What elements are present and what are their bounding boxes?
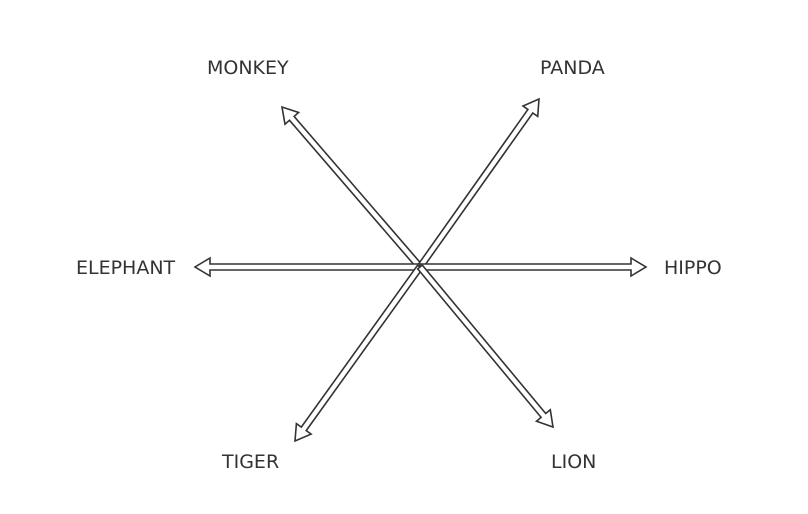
arrow-to-lion xyxy=(416,263,554,429)
label-hippo: HIPPO xyxy=(664,257,722,279)
arrow-to-hippo xyxy=(419,256,648,278)
label-monkey: MONKEY xyxy=(207,57,289,79)
arrow-to-elephant xyxy=(193,256,421,278)
arrow-to-panda xyxy=(416,97,540,270)
arrow-to-monkey xyxy=(280,105,424,271)
label-lion: LION xyxy=(551,451,597,473)
arrow-to-tiger xyxy=(294,264,424,443)
label-panda: PANDA xyxy=(540,57,605,79)
label-tiger: TIGER xyxy=(222,451,280,473)
label-elephant: ELEPHANT xyxy=(76,257,176,279)
